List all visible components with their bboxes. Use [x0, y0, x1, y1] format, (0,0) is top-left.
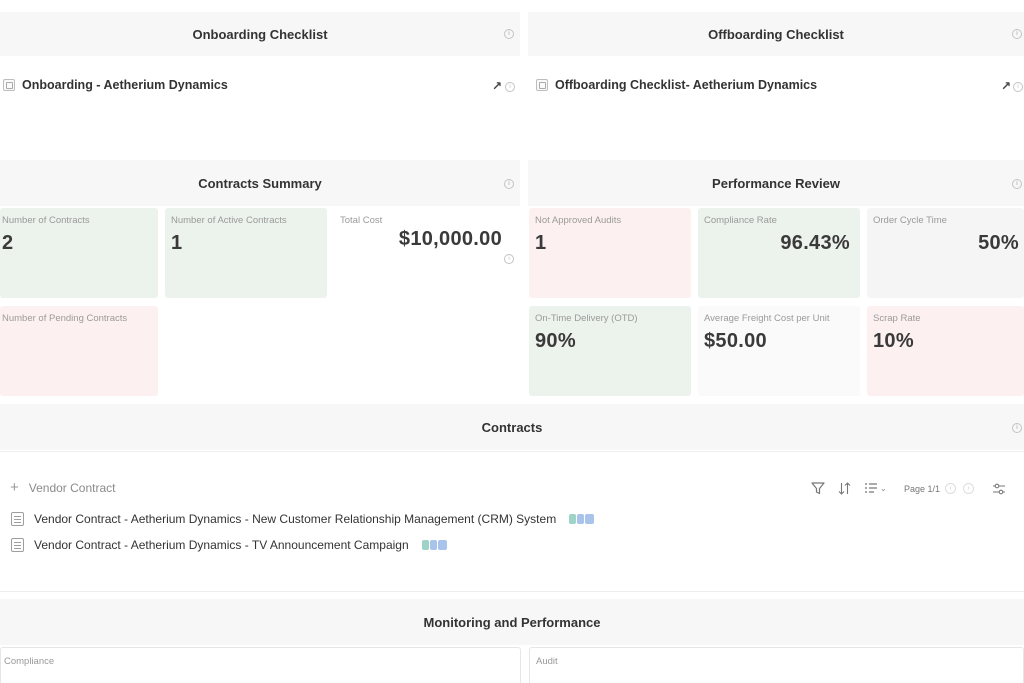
- stat-value: 2: [2, 232, 14, 254]
- new-vendor-contract[interactable]: + Vendor Contract: [10, 480, 115, 495]
- stat-label: Average Freight Cost per Unit: [704, 313, 830, 324]
- stat-label: Scrap Rate: [873, 313, 921, 324]
- info-icon[interactable]: i: [504, 179, 514, 189]
- audit-title: Audit: [536, 656, 558, 667]
- stat-value: 1: [535, 232, 547, 254]
- offboarding-link[interactable]: Offboarding Checklist- Aetherium Dynamic…: [536, 78, 996, 92]
- doc-icon: [11, 512, 24, 526]
- sort-icon[interactable]: [838, 482, 851, 495]
- monitoring-title: Monitoring and Performance: [423, 614, 601, 630]
- stat-average-freight-cost[interactable]: Average Freight Cost per Unit $50.00: [698, 306, 860, 396]
- chevron-down-icon: ⌄: [880, 483, 887, 493]
- onboarding-link[interactable]: Onboarding - Aetherium Dynamics: [3, 78, 518, 92]
- stat-label: Number of Active Contracts: [171, 215, 287, 226]
- info-icon[interactable]: i: [1013, 82, 1023, 92]
- stat-value: $10,000.00: [398, 228, 502, 250]
- contract-name: Vendor Contract - Aetherium Dynamics - T…: [34, 538, 409, 552]
- stat-total-cost[interactable]: Total Cost $10,000.00 i: [334, 208, 520, 298]
- stat-label: Order Cycle Time: [873, 215, 947, 226]
- tag-chips: [569, 514, 595, 524]
- contract-name: Vendor Contract - Aetherium Dynamics - N…: [34, 512, 557, 526]
- table-row[interactable]: Vendor Contract - Aetherium Dynamics - T…: [11, 538, 448, 552]
- offboarding-header: Offboarding Checklist i: [528, 12, 1024, 56]
- stat-value: 50%: [978, 232, 1019, 254]
- stat-value: 10%: [873, 330, 914, 352]
- stat-value: 1: [171, 232, 183, 254]
- doc-icon: [536, 79, 548, 91]
- stat-label: Total Cost: [340, 215, 383, 226]
- compliance-title: Compliance: [4, 656, 55, 667]
- monitoring-header: Monitoring and Performance: [0, 599, 1024, 645]
- stat-label: Number of Pending Contracts: [2, 313, 128, 324]
- info-icon[interactable]: i: [1012, 179, 1022, 189]
- info-icon[interactable]: i: [505, 82, 515, 92]
- offboarding-title: Offboarding Checklist: [708, 26, 844, 42]
- onboarding-link-label: Onboarding - Aetherium Dynamics: [22, 78, 228, 92]
- contracts-summary-header: Contracts Summary i: [0, 160, 520, 206]
- onboarding-title: Onboarding Checklist: [192, 26, 328, 42]
- stat-number-of-contracts[interactable]: Number of Contracts 2: [0, 208, 158, 298]
- stat-label: Compliance Rate: [704, 215, 777, 226]
- stat-order-cycle-time[interactable]: Order Cycle Time 50%: [867, 208, 1024, 298]
- stat-value: 96.43%: [780, 232, 850, 254]
- stat-scrap-rate[interactable]: Scrap Rate 10%: [867, 306, 1024, 396]
- contracts-title: Contracts: [481, 419, 543, 435]
- stat-value: $50.00: [704, 330, 767, 352]
- stat-label: Not Approved Audits: [535, 215, 622, 226]
- divider: [0, 451, 1024, 452]
- tag-chips: [421, 540, 448, 550]
- stat-label: Number of Contracts: [2, 215, 90, 226]
- performance-review-title: Performance Review: [712, 175, 840, 191]
- doc-icon: [11, 538, 24, 552]
- stat-pending-contracts[interactable]: Number of Pending Contracts: [0, 306, 158, 396]
- view-options-button[interactable]: ⌄: [865, 483, 887, 493]
- offboarding-link-label: Offboarding Checklist- Aetherium Dynamic…: [555, 78, 818, 92]
- contracts-summary-title: Contracts Summary: [198, 175, 322, 191]
- audit-panel: Audit: [529, 647, 1024, 683]
- stat-not-approved-audits[interactable]: Not Approved Audits 1: [529, 208, 691, 298]
- stat-compliance-rate[interactable]: Compliance Rate 96.43%: [698, 208, 860, 298]
- view-icon: [865, 483, 877, 493]
- next-page-button[interactable]: ›: [963, 483, 974, 494]
- divider: [0, 591, 1024, 592]
- plus-icon: +: [10, 479, 19, 496]
- info-icon[interactable]: i: [504, 29, 514, 39]
- doc-icon: [3, 79, 15, 91]
- page-indicator: Page 1/1: [904, 484, 941, 494]
- previous-page-button[interactable]: ‹: [945, 483, 956, 494]
- table-row[interactable]: Vendor Contract - Aetherium Dynamics - N…: [11, 512, 595, 526]
- settings-icon[interactable]: [993, 483, 1005, 495]
- stat-value: 90%: [535, 330, 576, 352]
- info-icon[interactable]: i: [1012, 423, 1022, 433]
- performance-review-header: Performance Review i: [528, 160, 1024, 206]
- info-icon[interactable]: i: [1012, 29, 1022, 39]
- open-arrow-icon[interactable]: ↗: [1001, 79, 1012, 93]
- open-arrow-icon[interactable]: ↗: [492, 79, 503, 93]
- stat-label: On-Time Delivery (OTD): [535, 313, 638, 324]
- onboarding-header: Onboarding Checklist i: [0, 12, 520, 56]
- stat-active-contracts[interactable]: Number of Active Contracts 1: [165, 208, 327, 298]
- contracts-header: Contracts i: [0, 404, 1024, 450]
- compliance-panel: Compliance: [0, 647, 521, 683]
- stat-on-time-delivery[interactable]: On-Time Delivery (OTD) 90%: [529, 306, 691, 396]
- new-item-label: Vendor Contract: [28, 480, 116, 495]
- filter-icon[interactable]: [811, 482, 825, 495]
- info-icon[interactable]: i: [504, 254, 514, 264]
